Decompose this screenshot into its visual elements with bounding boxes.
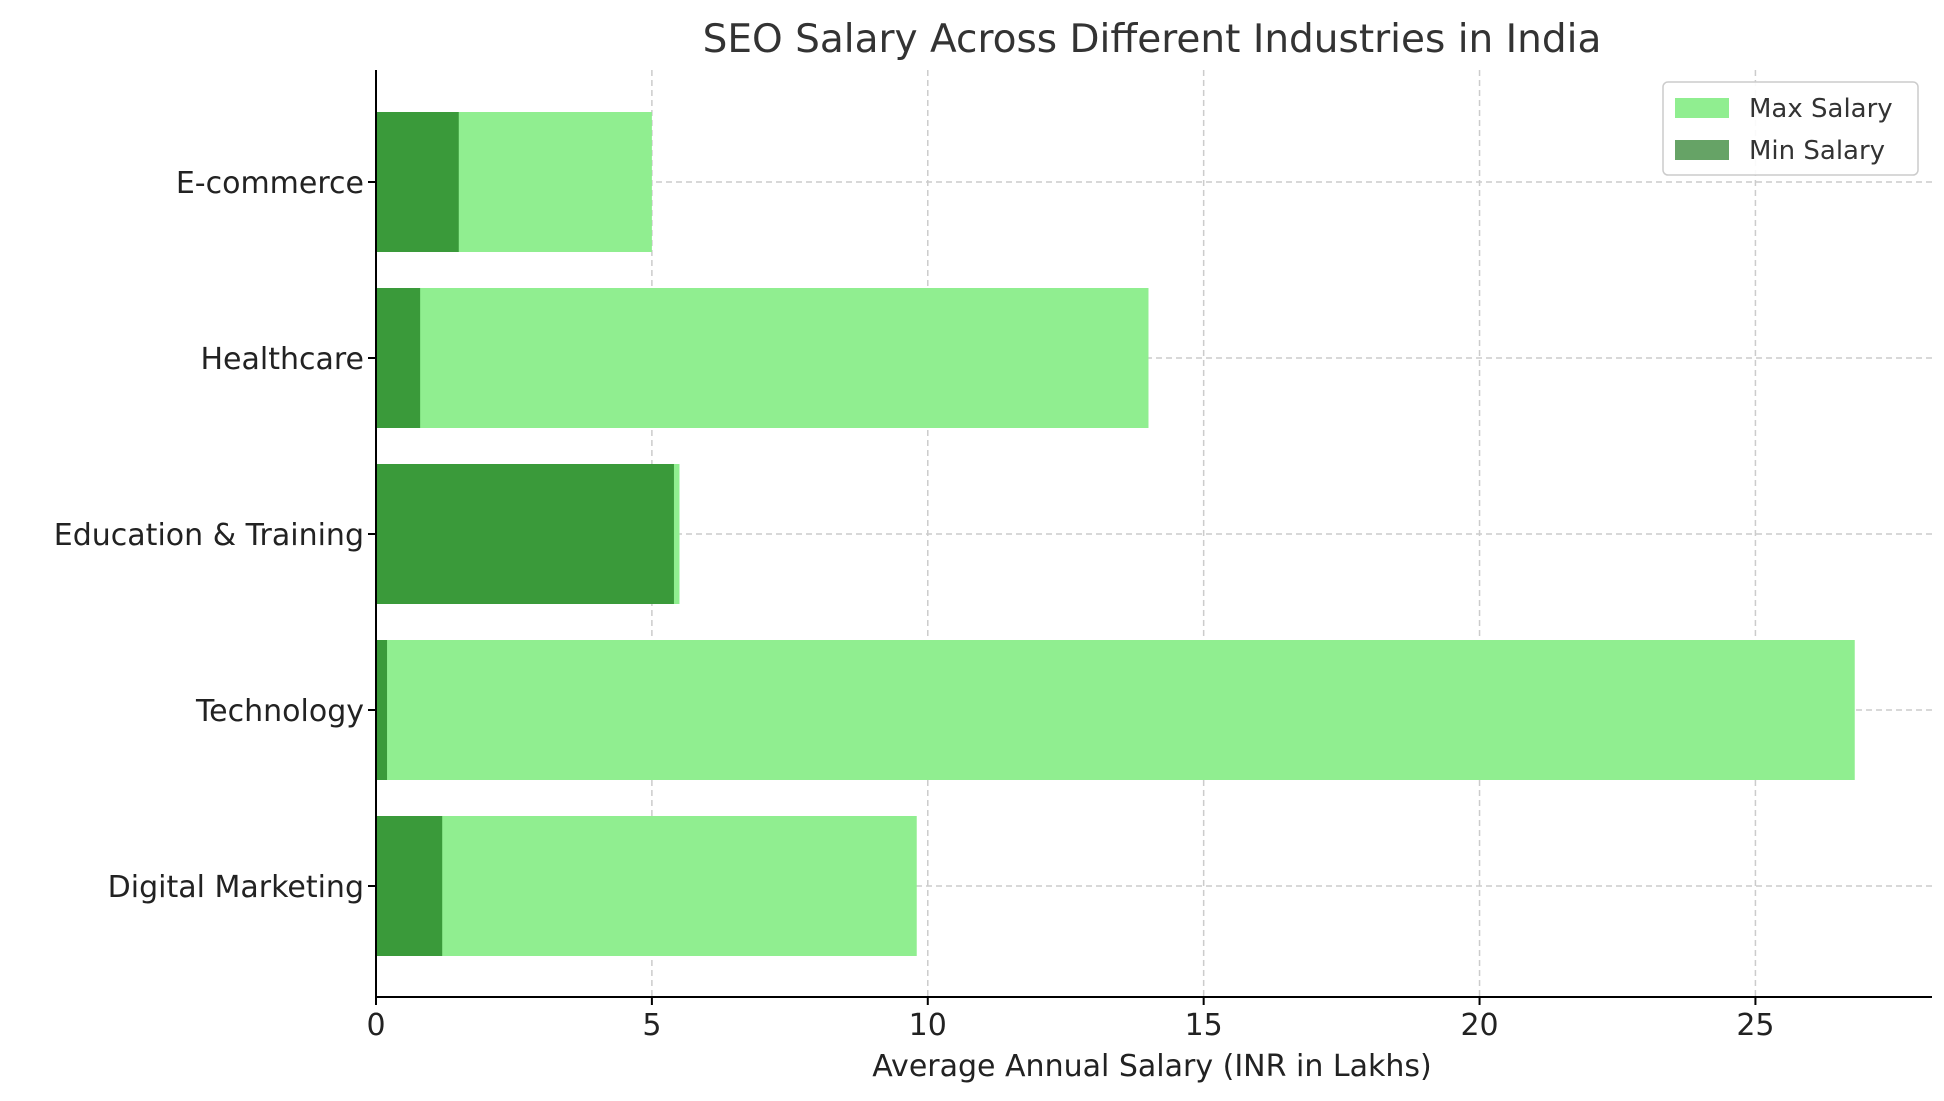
x-tick-label-2: 10 (909, 1008, 947, 1043)
min-salary-bar-1 (376, 640, 388, 780)
x-tick-labels: 0 5 10 15 20 25 (366, 997, 1775, 1043)
legend: Max Salary Min Salary (1662, 81, 1919, 176)
legend-swatch-1 (1675, 140, 1729, 160)
legend-label-0: Max Salary (1749, 94, 1893, 124)
x-tick-label-3: 15 (1185, 1008, 1223, 1043)
x-axis-label: Average Annual Salary (INR in Lakhs) (872, 1049, 1431, 1084)
min-salary-bar-3 (376, 288, 421, 428)
x-tick-label-0: 0 (366, 1008, 385, 1043)
x-tick-label-1: 5 (642, 1008, 661, 1043)
min-salary-bar-0 (376, 816, 443, 956)
bars (376, 112, 1855, 956)
min-salary-bar-2 (376, 464, 674, 604)
y-tick-label-4: E-commerce (176, 166, 364, 201)
y-tick-label-1: Technology (195, 694, 364, 729)
max-salary-bar-3 (376, 288, 1149, 428)
y-tick-label-0: Digital Marketing (108, 870, 364, 905)
max-salary-bar-0 (376, 816, 917, 956)
max-salary-bar-1 (376, 640, 1855, 780)
chart-title: SEO Salary Across Different Industries i… (703, 17, 1602, 62)
legend-label-1: Min Salary (1749, 136, 1885, 166)
min-salary-bar-4 (376, 112, 459, 252)
y-tick-labels: Digital Marketing Technology Education & T… (54, 166, 376, 905)
legend-swatch-0 (1675, 98, 1729, 118)
x-tick-label-5: 25 (1736, 1008, 1774, 1043)
x-tick-label-4: 20 (1460, 1008, 1498, 1043)
y-tick-label-3: Healthcare (200, 342, 364, 377)
y-tick-label-2: Education & Training (54, 518, 364, 553)
